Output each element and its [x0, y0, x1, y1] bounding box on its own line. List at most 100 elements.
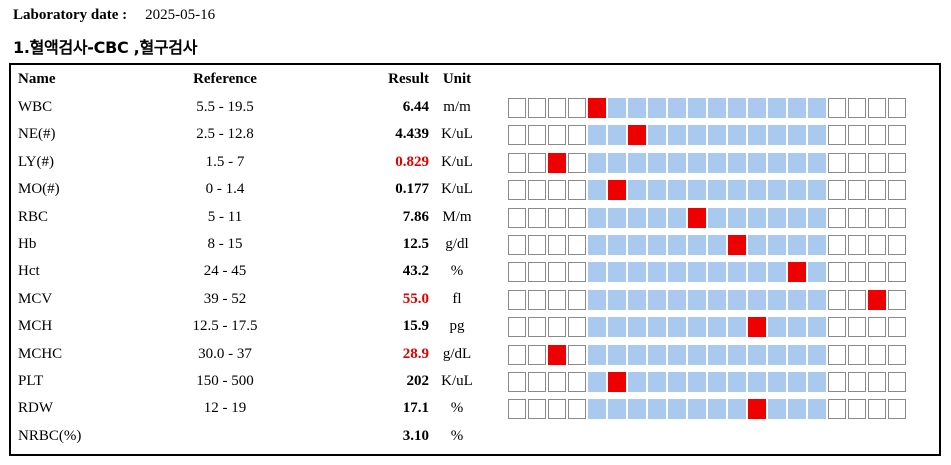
- range-box: [548, 125, 566, 146]
- result-value: 15.9: [402, 318, 429, 335]
- section-title: 1.혈액검사-CBC ,혈구검사: [13, 38, 198, 57]
- range-box: [548, 235, 566, 255]
- range-box: [548, 98, 566, 118]
- result-marker: [548, 344, 566, 365]
- range-box: [828, 235, 846, 255]
- range-box: [868, 262, 886, 283]
- normal-range-box: [588, 152, 606, 173]
- range-box: [868, 399, 886, 420]
- normal-range-box: [668, 98, 686, 118]
- test-name: NE(#): [18, 126, 56, 143]
- normal-range-box: [788, 372, 806, 392]
- table-row: MCV 39 - 52 55.0 fl: [11, 286, 939, 313]
- range-box: [868, 235, 886, 255]
- normal-range-box: [728, 262, 746, 283]
- normal-range-box: [808, 262, 826, 283]
- results-table: Name Reference Result Unit WBC 5.5 - 19.5…: [9, 63, 941, 456]
- reference-range: 30.0 - 37: [198, 345, 252, 362]
- normal-range-box: [768, 262, 786, 283]
- range-box: [568, 152, 586, 173]
- range-indicator: [508, 399, 908, 420]
- normal-range-box: [708, 289, 726, 310]
- normal-range-box: [748, 180, 766, 201]
- normal-range-box: [648, 372, 666, 392]
- unit: %: [450, 400, 464, 417]
- normal-range-box: [788, 152, 806, 173]
- range-box: [568, 125, 586, 146]
- unit: %: [450, 427, 464, 444]
- range-box: [508, 399, 526, 420]
- normal-range-box: [708, 125, 726, 146]
- normal-range-box: [748, 125, 766, 146]
- normal-range-box: [768, 289, 786, 310]
- normal-range-box: [768, 235, 786, 255]
- normal-range-box: [608, 235, 626, 255]
- range-box: [528, 152, 546, 173]
- normal-range-box: [688, 152, 706, 173]
- range-box: [848, 344, 866, 365]
- result-marker: [608, 372, 626, 392]
- normal-range-box: [648, 125, 666, 146]
- result-marker: [868, 289, 886, 310]
- normal-range-box: [668, 262, 686, 283]
- range-box: [868, 152, 886, 173]
- normal-range-box: [628, 344, 646, 365]
- normal-range-box: [728, 125, 746, 146]
- result-marker: [728, 235, 746, 255]
- normal-range-box: [788, 207, 806, 228]
- unit: K/uL: [441, 153, 473, 170]
- normal-range-box: [728, 372, 746, 392]
- normal-range-box: [588, 289, 606, 310]
- range-box: [848, 235, 866, 255]
- range-box: [828, 180, 846, 201]
- reference-range: 0 - 1.4: [205, 181, 245, 198]
- normal-range-box: [708, 180, 726, 201]
- column-header-result: Result: [388, 71, 429, 87]
- normal-range-box: [808, 235, 826, 255]
- range-box: [568, 98, 586, 118]
- reference-range: 39 - 52: [203, 290, 247, 307]
- normal-range-box: [728, 98, 746, 118]
- table-row: MCHC 30.0 - 37 28.9 g/dL: [11, 341, 939, 368]
- range-box: [528, 289, 546, 310]
- normal-range-box: [808, 317, 826, 338]
- range-box: [528, 180, 546, 201]
- test-name: MCHC: [18, 345, 63, 362]
- normal-range-box: [808, 152, 826, 173]
- normal-range-box: [788, 399, 806, 420]
- normal-range-box: [648, 289, 666, 310]
- range-indicator: [508, 289, 908, 310]
- unit: K/uL: [441, 126, 473, 143]
- result-marker: [548, 152, 566, 173]
- unit: pg: [449, 318, 465, 335]
- normal-range-box: [748, 235, 766, 255]
- test-name: MCH: [18, 318, 53, 335]
- normal-range-box: [588, 399, 606, 420]
- range-box: [848, 98, 866, 118]
- range-box: [528, 262, 546, 283]
- range-indicator: [508, 180, 908, 201]
- result-value: 3.10: [402, 427, 429, 444]
- range-box: [508, 235, 526, 255]
- result-marker: [748, 399, 766, 420]
- normal-range-box: [608, 262, 626, 283]
- range-box: [548, 262, 566, 283]
- range-indicator: [508, 98, 908, 118]
- normal-range-box: [648, 317, 666, 338]
- result-marker: [748, 317, 766, 338]
- range-indicator: [508, 317, 908, 338]
- column-header-unit: Unit: [442, 71, 472, 87]
- normal-range-box: [588, 180, 606, 201]
- normal-range-box: [608, 317, 626, 338]
- normal-range-box: [728, 180, 746, 201]
- normal-range-box: [768, 207, 786, 228]
- column-header-reference: Reference: [193, 71, 257, 87]
- range-box: [868, 207, 886, 228]
- normal-range-box: [648, 180, 666, 201]
- reference-range: 1.5 - 7: [205, 153, 245, 170]
- range-box: [508, 98, 526, 118]
- normal-range-box: [768, 399, 786, 420]
- range-box: [848, 372, 866, 392]
- range-box: [528, 344, 546, 365]
- result-value: 6.44: [402, 99, 429, 115]
